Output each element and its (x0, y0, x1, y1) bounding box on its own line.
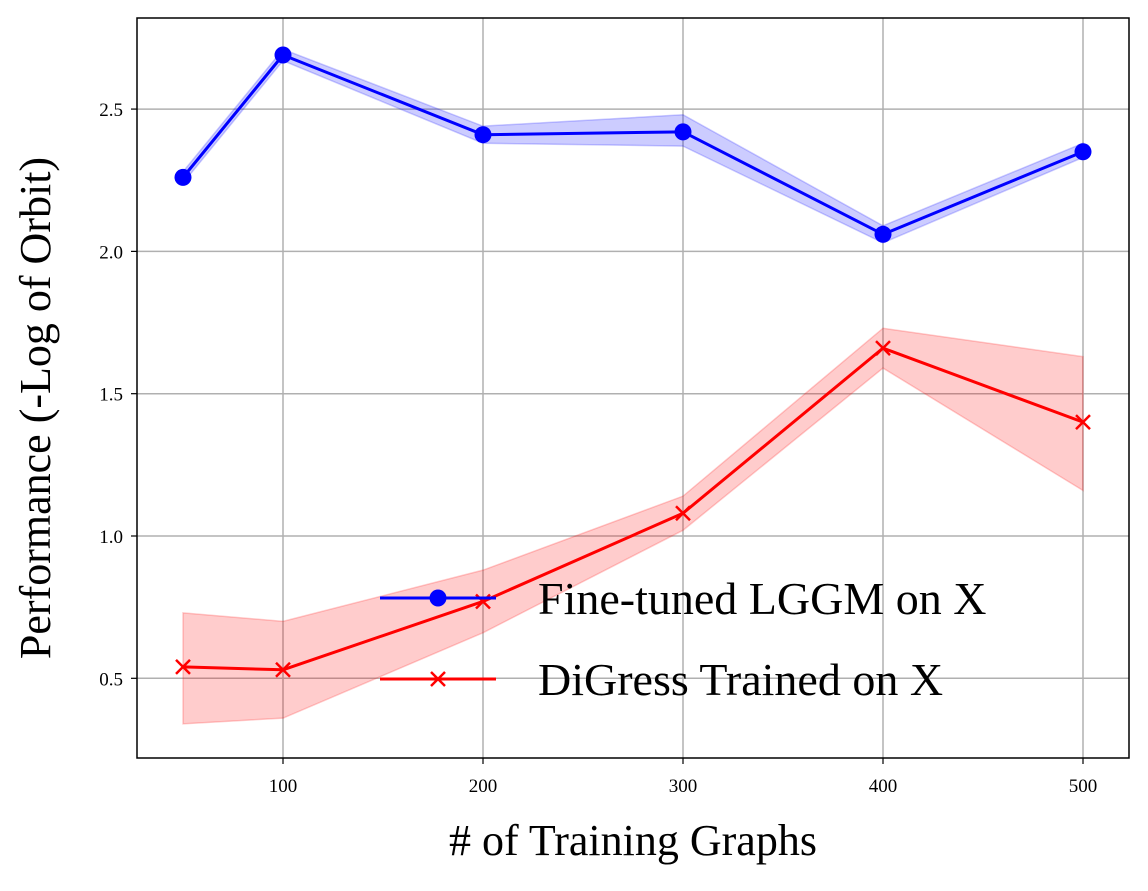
series-line-2 (182, 346, 1084, 672)
data-point (874, 225, 892, 243)
data-point (175, 659, 191, 675)
data-point (174, 168, 192, 186)
data-point (474, 126, 492, 144)
y-tick-label: 1.0 (99, 527, 123, 548)
y-tick-label: 2.5 (99, 100, 123, 121)
x-tick-label: 100 (269, 776, 298, 797)
data-point (1074, 143, 1092, 161)
confidence-band-series-1 (182, 48, 1084, 244)
x-tick-label: 500 (1069, 776, 1098, 797)
x-axis-label: # of Training Graphs (449, 816, 817, 865)
legend-marker (429, 589, 447, 607)
legend-item-2: DiGress Trained on X (380, 654, 943, 705)
data-point (675, 505, 691, 522)
data-point (875, 340, 891, 357)
confidence-band-series-2 (182, 327, 1084, 725)
legend-item-1: Fine-tuned LGGM on X (380, 573, 986, 624)
y-axis-label: Performance (-Log of Orbit) (11, 157, 60, 659)
data-point (275, 661, 291, 678)
plot-frame (136, 17, 1130, 759)
y-tick-label: 2.0 (99, 242, 123, 263)
y-tick-label: 1.5 (99, 385, 123, 406)
x-tick-label: 300 (669, 776, 698, 797)
x-tick-label: 400 (869, 776, 898, 797)
x-tick-label: 200 (469, 776, 498, 797)
legend-label: Fine-tuned LGGM on X (538, 573, 986, 624)
series-line-1 (181, 53, 1084, 236)
data-point (274, 46, 292, 64)
series-markers (174, 46, 1092, 678)
legend-marker (430, 671, 446, 687)
data-point (674, 123, 692, 141)
data-point (1075, 414, 1091, 431)
legend-label: DiGress Trained on X (538, 654, 943, 705)
y-axis-ticks: 0.5 1.0 1.5 2.0 2.5 (99, 100, 137, 690)
y-tick-label: 0.5 (99, 669, 123, 690)
legend: Fine-tuned LGGM on X DiGress Trained on X (380, 573, 986, 705)
series-lines (181, 53, 1084, 672)
x-axis-ticks: 100 200 300 400 500 (269, 758, 1098, 797)
